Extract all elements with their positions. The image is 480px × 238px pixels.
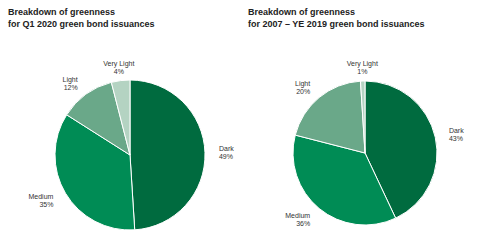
svg-text:Dark43%: Dark43% xyxy=(449,127,464,142)
html-text:Breakdown of greenness: Breakdown of greenness xyxy=(8,7,115,17)
svg-text:Medium36%: Medium36% xyxy=(285,212,310,227)
svg-text:Medium35%: Medium35% xyxy=(28,193,53,208)
svg-text:Dark49%: Dark49% xyxy=(219,145,234,160)
html-text:for Q1 2020 green bond issuanc: for Q1 2020 green bond issuances xyxy=(8,19,155,29)
html-text:for 2007 – YE 2019 green bond: for 2007 – YE 2019 green bond issuances xyxy=(248,19,425,29)
html-text:Breakdown of greenness: Breakdown of greenness xyxy=(248,7,355,17)
svg-text:Very Light1%: Very Light1% xyxy=(347,60,378,75)
svg-text:Light20%: Light20% xyxy=(295,80,310,95)
svg-text:Very Light4%: Very Light4% xyxy=(103,60,134,75)
svg-text:Light12%: Light12% xyxy=(62,76,77,91)
